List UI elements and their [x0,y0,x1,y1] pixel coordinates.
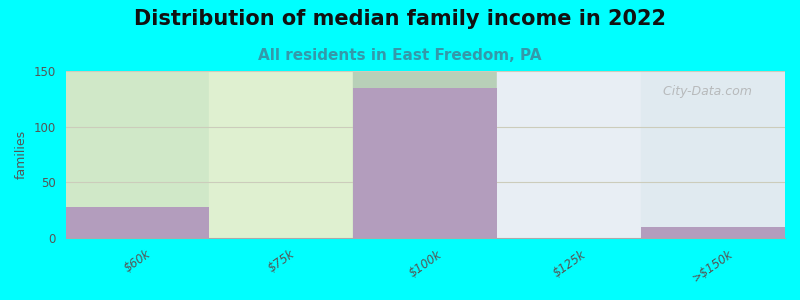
Text: City-Data.com: City-Data.com [655,85,752,98]
Bar [210,71,354,238]
Text: All residents in East Freedom, PA: All residents in East Freedom, PA [258,48,542,63]
Bar [498,71,641,238]
Y-axis label: families: families [15,130,28,179]
Bar [354,71,498,238]
Bar [66,207,210,238]
Bar [66,71,210,238]
Bar [641,71,785,238]
Bar [641,227,785,238]
Bar [354,88,498,238]
Text: Distribution of median family income in 2022: Distribution of median family income in … [134,9,666,29]
